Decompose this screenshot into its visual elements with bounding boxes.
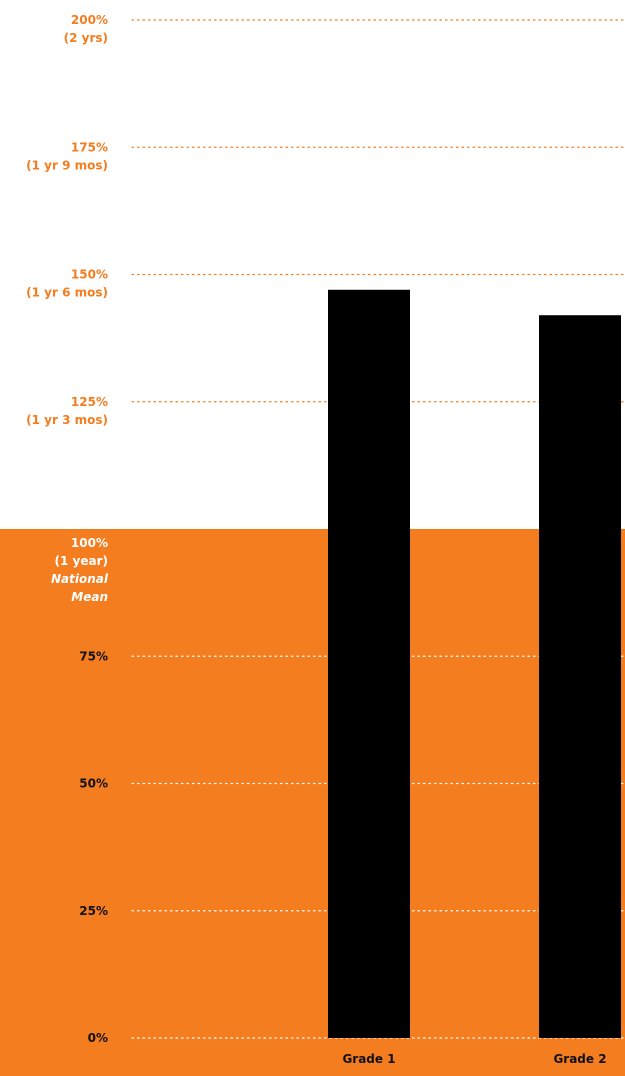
y-tick-label: 125% (1 yr 3 mos) [26,395,108,427]
y-tick-label: 50% [79,777,108,791]
y-tick-label: 150% (1 yr 6 mos) [26,268,108,300]
y-tick-label: 200% (2 yrs) [64,13,108,45]
y-tick-label: 75% [79,649,108,663]
y-tick-label: 100% (1 year) National Mean [51,536,109,604]
y-tick-label: 0% [88,1031,108,1045]
y-tick-label: 25% [79,904,108,918]
bar [539,315,621,1039]
category-label: Grade 1 [342,1052,395,1066]
reference-band [0,529,625,1076]
y-tick-label: 175% (1 yr 9 mos) [26,140,108,172]
bar [328,289,410,1038]
category-label: Grade 2 [553,1052,606,1066]
